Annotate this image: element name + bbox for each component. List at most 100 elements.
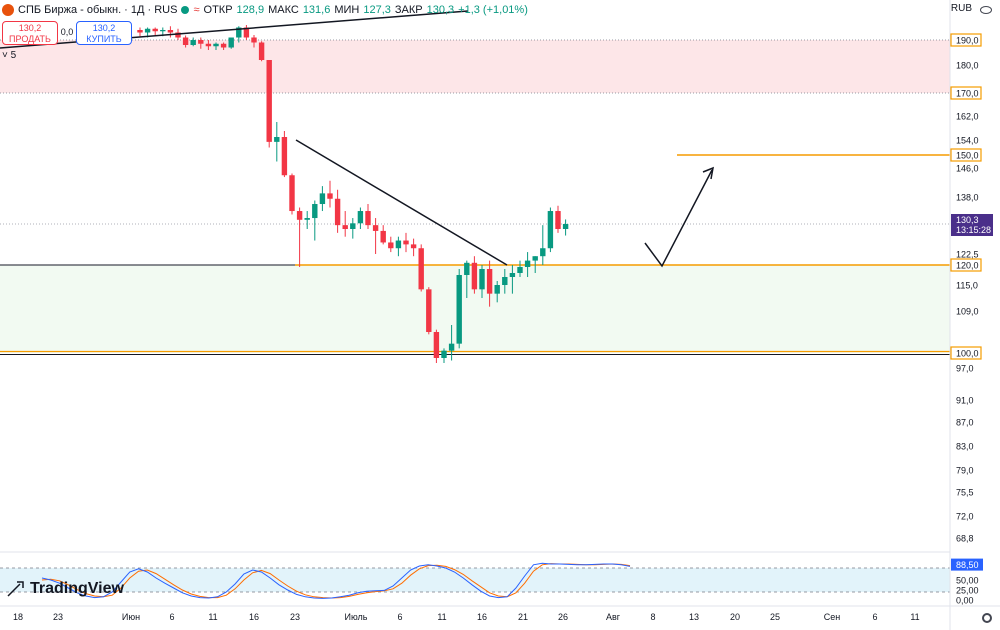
stochastic-k-line (41, 562, 631, 599)
candle (319, 186, 326, 212)
candle (289, 173, 295, 215)
price-tick-label: 146,0 (956, 164, 979, 174)
candle (220, 42, 227, 50)
close-label: ЗАКР (394, 4, 423, 16)
candle-body (502, 277, 508, 285)
candle-body (479, 269, 485, 290)
candle (281, 131, 288, 178)
candle (524, 252, 531, 277)
candle-body (213, 43, 219, 47)
low-value: 127,3 (363, 4, 391, 16)
currency-label[interactable]: RUB (950, 3, 972, 14)
chevron-down-icon: ˅ (2, 50, 8, 61)
candle (342, 211, 348, 237)
wave-icon: ≈ (193, 4, 200, 16)
time-tick-label: Сен (824, 612, 841, 622)
candle-body (251, 37, 257, 43)
watermark: TradingView (4, 578, 124, 600)
price-tick-label: 190,0 (956, 36, 979, 46)
price-tick-label: 97,0 (956, 364, 974, 374)
candle-body (471, 262, 478, 290)
candle-body (296, 211, 303, 220)
candle-body (312, 204, 318, 219)
candle-body (532, 256, 538, 261)
eye-icon[interactable] (980, 6, 992, 14)
buy-button[interactable]: 130,2 КУПИТЬ (76, 21, 132, 45)
candle-body (562, 224, 569, 229)
candle (357, 207, 364, 229)
sell-label: ПРОДАТЬ (9, 34, 51, 44)
candle (312, 200, 318, 241)
candle-body (403, 240, 409, 245)
candle (410, 238, 417, 257)
candle-body (243, 27, 250, 38)
buy-price: 130,2 (92, 23, 116, 33)
candle (486, 260, 493, 307)
candle-body (524, 260, 531, 267)
candle-body (258, 42, 265, 60)
time-tick-label: Авг (606, 612, 621, 622)
time-tick-label: Июль (345, 612, 368, 622)
candle-body (228, 37, 234, 48)
candle-body (456, 275, 462, 344)
candle (517, 260, 523, 277)
candle (471, 256, 478, 294)
time-tick-label: 11 (910, 612, 919, 622)
time-tick-label: 11 (437, 612, 446, 622)
candle (243, 25, 250, 40)
time-tick-label: 16 (249, 612, 259, 622)
candle-body (182, 37, 189, 45)
time-tick-label: 21 (518, 612, 528, 622)
candle-body (319, 193, 326, 205)
gear-icon[interactable] (982, 613, 992, 623)
candle (509, 265, 516, 294)
candle (296, 207, 303, 267)
candle-body (342, 225, 348, 229)
candle (251, 35, 257, 48)
candle (274, 122, 280, 162)
price-tick-label: 150,0 (956, 151, 979, 161)
candle (334, 189, 341, 233)
candle (228, 37, 234, 49)
high-label: МАКС (268, 4, 299, 16)
time-tick-label: 11 (208, 612, 217, 622)
candle-body (281, 137, 288, 176)
candle (266, 60, 272, 148)
candle-body (547, 211, 554, 249)
candle (327, 180, 333, 208)
symbol-title[interactable]: СПБ Биржа - обыкн. · 1Д · RUS (18, 4, 178, 16)
price-tick-label: 162,0 (956, 112, 979, 122)
candle-body (380, 230, 386, 243)
price-tick-label: 122,5 (956, 250, 979, 260)
candle-body (175, 32, 181, 38)
candle-body (426, 289, 432, 332)
stochastic-value-badge (951, 558, 983, 571)
candle-body (486, 269, 493, 294)
candle-body (160, 30, 166, 32)
time-tick-label: 8 (650, 612, 655, 622)
candle (562, 219, 569, 236)
candle (456, 269, 462, 349)
current-price-label: 130,3 (956, 215, 979, 225)
zone-resistance (0, 40, 950, 93)
time-tick-label: 23 (53, 612, 63, 622)
price-tick-label: 87,0 (956, 418, 974, 428)
drawing-tool-icon[interactable] (4, 578, 28, 600)
sell-button[interactable]: 130,2 ПРОДАТЬ (2, 21, 58, 45)
open-label: ОТКР (203, 4, 233, 16)
level-badge-190,0 (950, 33, 982, 47)
candle-body (441, 350, 447, 358)
price-tick-label: 154,0 (956, 136, 979, 146)
indicator-collapse-toggle[interactable]: ˅ 5 (2, 50, 16, 61)
time-tick-label: 26 (558, 612, 568, 622)
candle (426, 287, 432, 335)
stochastic-tick-label: 0,00 (956, 596, 974, 606)
candle (464, 260, 470, 298)
buy-label: КУПИТЬ (86, 34, 122, 44)
time-tick-label: 23 (290, 612, 300, 622)
candle (198, 37, 204, 49)
candle-body (274, 137, 280, 142)
candle (213, 42, 219, 50)
candle-body (555, 211, 561, 229)
